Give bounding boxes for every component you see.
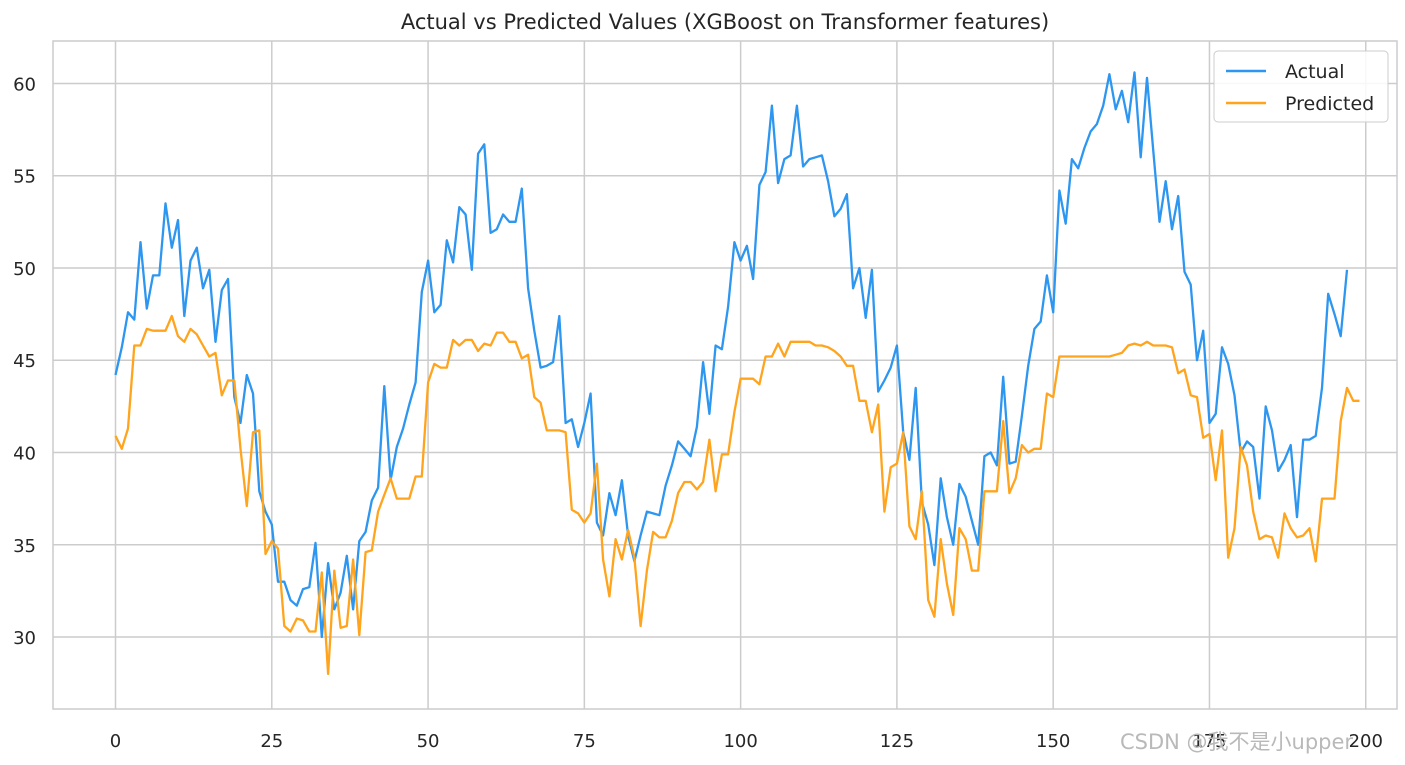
legend: Actual Predicted xyxy=(1213,50,1389,123)
legend-label-actual: Actual xyxy=(1285,61,1345,83)
y-tick-label: 60 xyxy=(13,74,36,95)
y-tick-label: 35 xyxy=(13,536,36,557)
series-line-predicted xyxy=(114,314,1360,676)
grid-lines xyxy=(53,41,1397,709)
series-line-actual xyxy=(114,71,1349,639)
plot-area xyxy=(52,40,1398,710)
y-tick-label: 40 xyxy=(13,444,36,465)
x-tick-label: 100 xyxy=(723,731,757,752)
y-tick-label: 50 xyxy=(13,259,36,280)
x-tick-label: 75 xyxy=(573,731,596,752)
chart-title: Actual vs Predicted Values (XGBoost on T… xyxy=(401,10,1049,34)
y-tick-label: 45 xyxy=(13,351,36,372)
y-axis: 30 35 40 45 50 55 60 xyxy=(13,74,36,649)
y-tick-label: 30 xyxy=(13,628,36,649)
x-tick-label: 175 xyxy=(1192,731,1226,752)
x-tick-label: 200 xyxy=(1349,731,1383,752)
x-axis: 0 25 50 75 100 125 150 175 200 xyxy=(110,731,1383,752)
y-tick-label: 55 xyxy=(13,167,36,188)
x-tick-label: 25 xyxy=(260,731,283,752)
series-lines xyxy=(114,71,1360,676)
x-tick-label: 125 xyxy=(880,731,914,752)
legend-label-predicted: Predicted xyxy=(1285,93,1374,115)
x-tick-label: 150 xyxy=(1036,731,1070,752)
x-tick-label: 50 xyxy=(417,731,440,752)
watermark-text: CSDN @我不是小upper xyxy=(1120,730,1354,754)
x-tick-label: 0 xyxy=(110,731,121,752)
